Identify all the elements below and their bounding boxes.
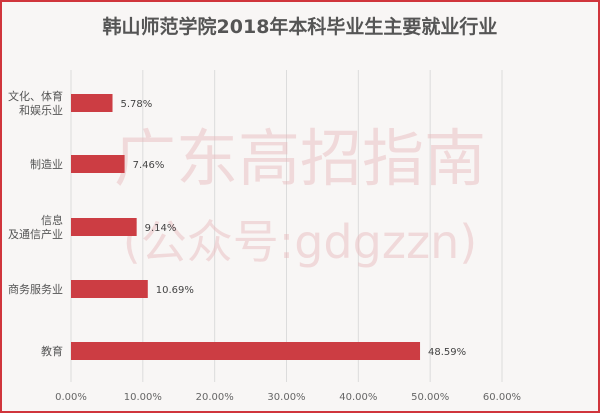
data-label: 5.78% (121, 99, 153, 110)
category-label: 商务服务业 (8, 282, 63, 296)
x-tick-label: 40.00% (339, 392, 377, 403)
bar (71, 155, 125, 173)
x-tick-label: 10.00% (124, 392, 162, 403)
bar (71, 342, 421, 360)
bar (71, 218, 137, 236)
chart-title: 韩山师范学院2018年本科毕业生主要就业行业 (102, 16, 498, 38)
category-label: 文化、体育 (8, 89, 63, 103)
bar (71, 94, 113, 112)
bar (71, 280, 148, 298)
x-tick-label: 20.00% (196, 392, 234, 403)
data-label: 7.46% (133, 160, 165, 171)
category-label: 教育 (41, 344, 63, 358)
category-label: 和娱乐业 (19, 103, 63, 117)
watermark-line1: 广东高招指南 (114, 122, 486, 195)
category-label: 制造业 (30, 157, 63, 171)
data-label: 9.14% (145, 223, 177, 234)
data-label: 10.69% (156, 285, 194, 296)
x-tick-label: 0.00% (55, 392, 87, 403)
x-tick-label: 30.00% (267, 392, 305, 403)
x-tick-label: 60.00% (483, 392, 521, 403)
data-label: 48.59% (428, 347, 466, 358)
x-tick-label: 50.00% (411, 392, 449, 403)
category-label: 及通信产业 (8, 227, 63, 241)
watermark-line2: (公众号:gdgzzn) (123, 215, 477, 269)
category-label: 信息 (41, 213, 63, 227)
